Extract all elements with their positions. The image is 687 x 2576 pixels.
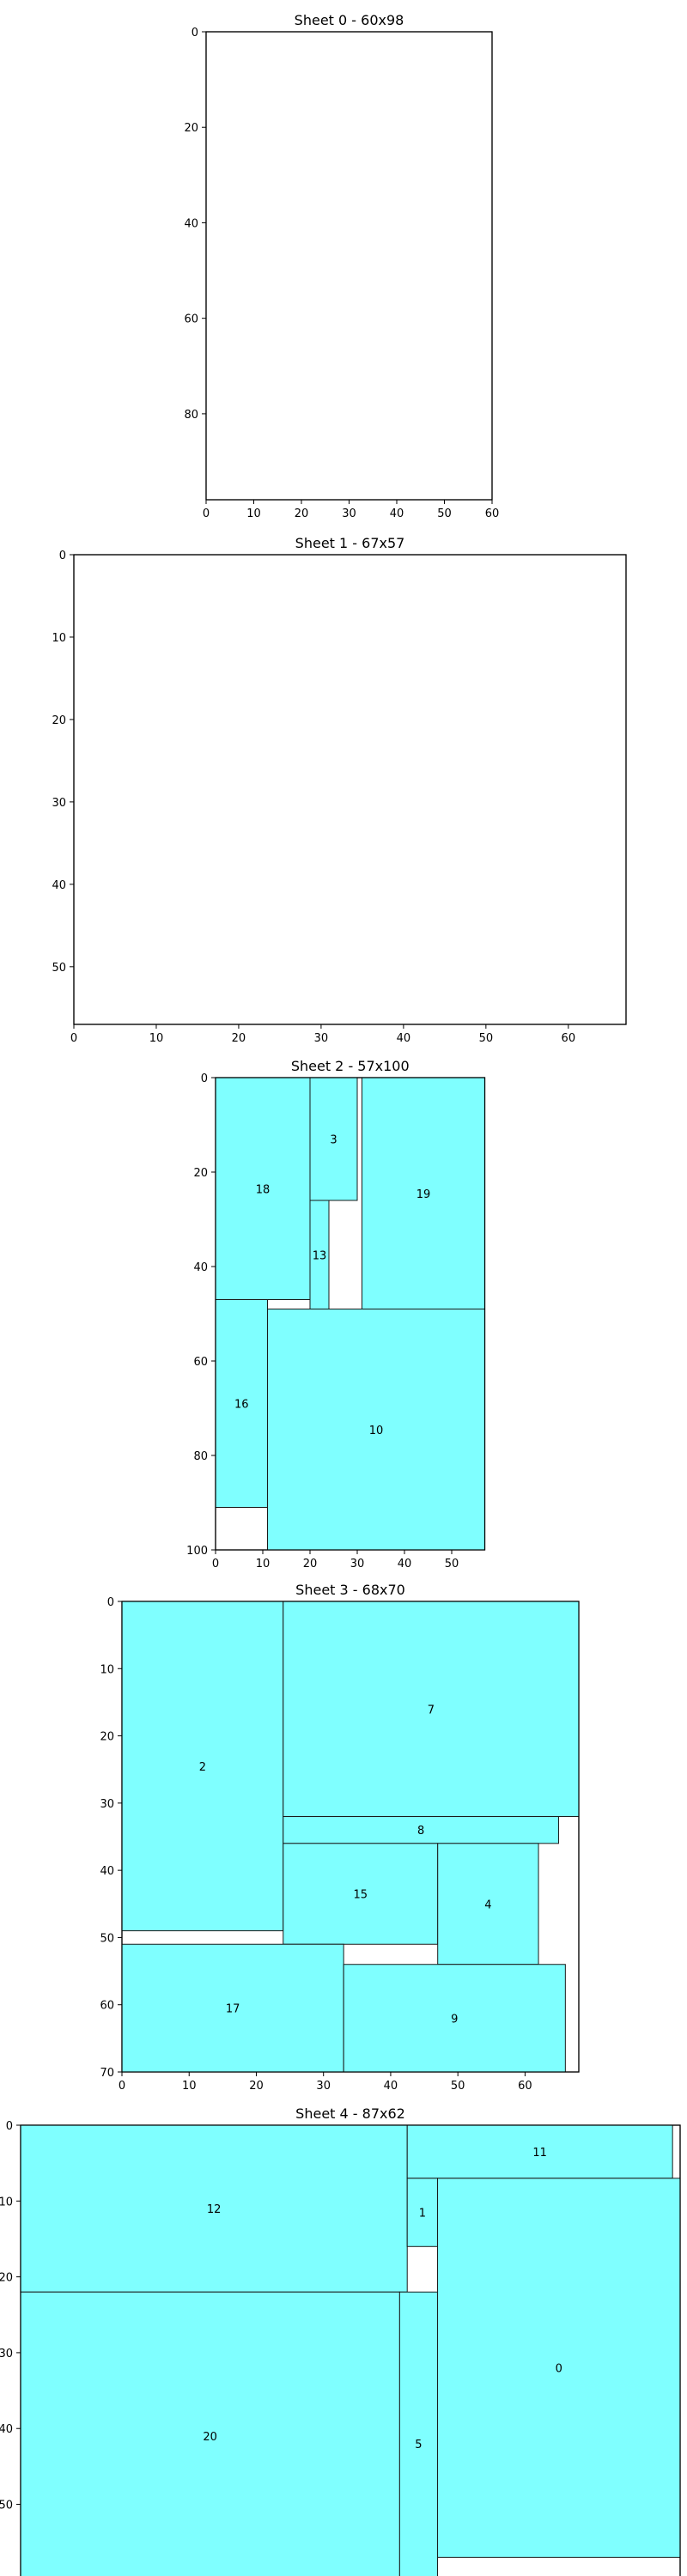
y-tick-label: 40	[193, 1261, 208, 1274]
y-tick-label: 0	[107, 1596, 114, 1609]
y-tick-label: 50	[100, 1932, 114, 1945]
sheet-4: Sheet 4 - 87x621211102056140102030405060…	[0, 2105, 680, 2576]
x-tick-label: 50	[479, 1032, 494, 1045]
y-tick-label: 60	[100, 2000, 114, 2013]
y-tick-label: 20	[184, 122, 198, 135]
x-tick-label: 50	[451, 2080, 465, 2093]
y-tick-label: 0	[6, 2120, 13, 2133]
y-tick-label: 0	[59, 550, 66, 562]
x-tick-label: 10	[149, 1032, 164, 1045]
y-tick-label: 40	[100, 1865, 114, 1878]
sheet-title: Sheet 3 - 68x70	[295, 1582, 405, 1598]
sheet-border	[21, 2125, 680, 2576]
y-tick-label: 20	[193, 1167, 208, 1180]
y-tick-label: 40	[184, 217, 198, 230]
x-tick-label: 30	[350, 1558, 365, 1571]
x-tick-label: 20	[232, 1032, 246, 1045]
sheet-border	[74, 555, 626, 1024]
y-tick-label: 30	[0, 2348, 13, 2360]
sheet-1: Sheet 1 - 67x57 0 10 20 30 40 50 60 0 10 20 30 40 50	[52, 535, 626, 1045]
sheet-border	[216, 1078, 485, 1550]
sheet-title: Sheet 2 - 57x100	[291, 1058, 410, 1074]
y-tick-label: 20	[52, 714, 66, 727]
sheet-title: Sheet 0 - 60x98	[295, 12, 404, 28]
x-tick-label: 30	[342, 507, 356, 520]
y-tick-label: 0	[192, 27, 198, 39]
y-tick-label: 20	[100, 1731, 114, 1744]
y-tick-label: 50	[0, 2500, 13, 2512]
sheet-border	[206, 32, 492, 500]
y-tick-label: 40	[0, 2423, 13, 2436]
y-tick-label: 50	[52, 962, 66, 975]
sheet-border	[122, 1601, 579, 2072]
y-tick-label: 10	[100, 1663, 114, 1676]
y-tick-label: 20	[0, 2272, 13, 2285]
x-tick-label: 50	[445, 1558, 459, 1571]
x-tick-label: 30	[316, 2080, 331, 2093]
x-tick-label: 0	[212, 1558, 219, 1571]
x-tick-label: 40	[390, 507, 404, 520]
x-tick-label: 40	[397, 1032, 411, 1045]
y-tick-label: 30	[52, 797, 66, 810]
y-tick-label: 30	[100, 1798, 114, 1811]
x-tick-label: 60	[518, 2080, 532, 2093]
x-tick-label: 30	[314, 1032, 329, 1045]
x-tick-label: 0	[119, 2080, 125, 2093]
sheet-3: Sheet 3 - 68x70 2 7 8 15 4 17 9 0 10 20 30 40 50 60 0 10…	[100, 1582, 579, 2093]
x-tick-label: 60	[485, 507, 500, 520]
x-tick-label: 60	[562, 1032, 576, 1045]
y-tick-label: 70	[100, 2067, 114, 2080]
sheet-0: Sheet 0 - 60x98 0 10 20 30 40 50 60 0 20 40 60 80	[184, 12, 499, 520]
sheet-title: Sheet 1 - 67x57	[295, 535, 405, 551]
y-tick-label: 80	[193, 1450, 208, 1463]
sheet-title: Sheet 4 - 87x62	[295, 2105, 405, 2122]
x-tick-label: 0	[70, 1032, 77, 1045]
y-tick-label: 100	[186, 1545, 208, 1558]
x-tick-label: 50	[437, 507, 452, 520]
x-tick-label: 10	[256, 1558, 271, 1571]
x-tick-label: 20	[249, 2080, 264, 2093]
y-tick-label: 40	[52, 879, 66, 892]
x-tick-label: 40	[398, 1558, 412, 1571]
y-tick-label: 10	[0, 2196, 13, 2208]
x-tick-label: 20	[303, 1558, 318, 1571]
y-tick-label: 10	[52, 632, 66, 645]
y-tick-label: 80	[184, 409, 198, 422]
y-tick-label: 60	[184, 313, 198, 326]
y-tick-label: 0	[201, 1072, 208, 1085]
x-tick-label: 10	[182, 2080, 197, 2093]
y-tick-label: 60	[193, 1356, 208, 1369]
x-tick-label: 20	[295, 507, 309, 520]
x-tick-label: 0	[203, 507, 210, 520]
x-tick-label: 40	[384, 2080, 398, 2093]
x-tick-label: 10	[246, 507, 261, 520]
